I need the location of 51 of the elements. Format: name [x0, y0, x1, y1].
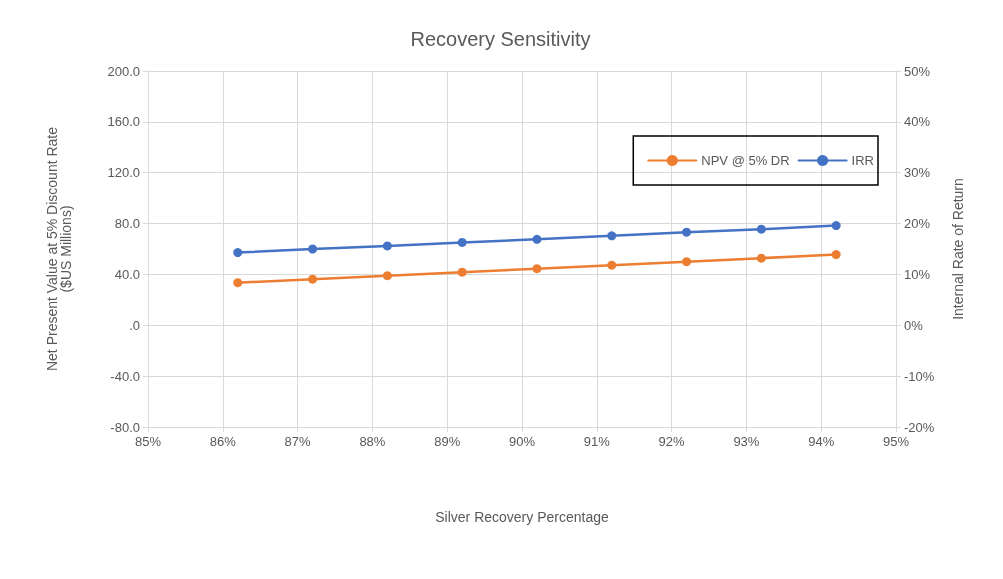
- chart-title: Recovery Sensitivity: [410, 28, 591, 50]
- point: [682, 227, 692, 237]
- point: [233, 248, 243, 258]
- x-tick-label: 94%: [808, 434, 835, 449]
- x-tick-label: 85%: [134, 434, 162, 449]
- y-tick-label: 160.0: [107, 114, 140, 130]
- y2-tick-label: -20%: [904, 419, 935, 435]
- y2-tick-label: -10%: [904, 368, 935, 384]
- point: [457, 267, 467, 277]
- point: [233, 278, 243, 288]
- point: [607, 231, 617, 241]
- point: [607, 260, 617, 270]
- y-tick-label: 120.0: [107, 165, 140, 181]
- y-tick-label: 200.0: [107, 63, 140, 79]
- y-tick-label: 80.0: [114, 216, 140, 232]
- y2-tick-label: 0%: [904, 317, 924, 333]
- y-tick-label: .0: [129, 317, 140, 333]
- point: [756, 253, 766, 263]
- y2-tick-label: 40%: [904, 114, 931, 130]
- y-tick-label: 40.0: [114, 266, 140, 282]
- x-tick-label: 88%: [359, 434, 386, 449]
- x-tick-label: 92%: [658, 434, 686, 449]
- legend-label: IRR: [851, 153, 874, 168]
- point: [532, 264, 542, 274]
- x-tick-label: 90%: [508, 434, 536, 449]
- x-tick-label: 95%: [882, 434, 910, 449]
- y2-tick-label: 20%: [904, 216, 931, 232]
- point: [382, 271, 392, 281]
- legend-label: NPV @ 5% DR: [701, 153, 790, 168]
- y2-tick-label: 10%: [904, 266, 931, 282]
- y2-tick-label: 30%: [904, 165, 931, 181]
- point: [831, 250, 841, 260]
- point: [682, 257, 692, 267]
- point: [457, 237, 467, 247]
- point: [308, 274, 318, 284]
- x-tick-label: 89%: [434, 434, 461, 449]
- x-axis-title: Silver Recovery Percentage: [435, 509, 609, 525]
- point: [308, 244, 318, 254]
- point: [382, 241, 392, 251]
- x-tick-label: 86%: [209, 434, 237, 449]
- y-axis-title: Net Present Value at 5% Discount Rate ($US Millions): [44, 126, 74, 372]
- y2-tick-label: 50%: [904, 63, 931, 79]
- point: [532, 234, 542, 244]
- x-tick-label: 87%: [284, 434, 312, 449]
- y-tick-label: -40.0: [110, 368, 140, 384]
- y2-axis-title: Internal Rate of Return: [950, 178, 966, 320]
- x-tick-label: 93%: [733, 434, 760, 449]
- y-tick-label: -80.0: [110, 419, 140, 435]
- point: [831, 221, 841, 231]
- x-tick-label: 91%: [583, 434, 611, 449]
- point: [756, 224, 766, 234]
